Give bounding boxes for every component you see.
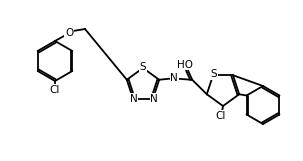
Text: Cl: Cl bbox=[50, 85, 60, 95]
Text: N: N bbox=[130, 94, 138, 104]
Text: Cl: Cl bbox=[216, 111, 226, 121]
Text: N: N bbox=[170, 73, 178, 83]
Text: S: S bbox=[211, 69, 217, 79]
Text: HO: HO bbox=[177, 60, 193, 70]
Text: O: O bbox=[65, 28, 73, 38]
Text: N: N bbox=[150, 94, 158, 104]
Text: S: S bbox=[140, 62, 146, 72]
